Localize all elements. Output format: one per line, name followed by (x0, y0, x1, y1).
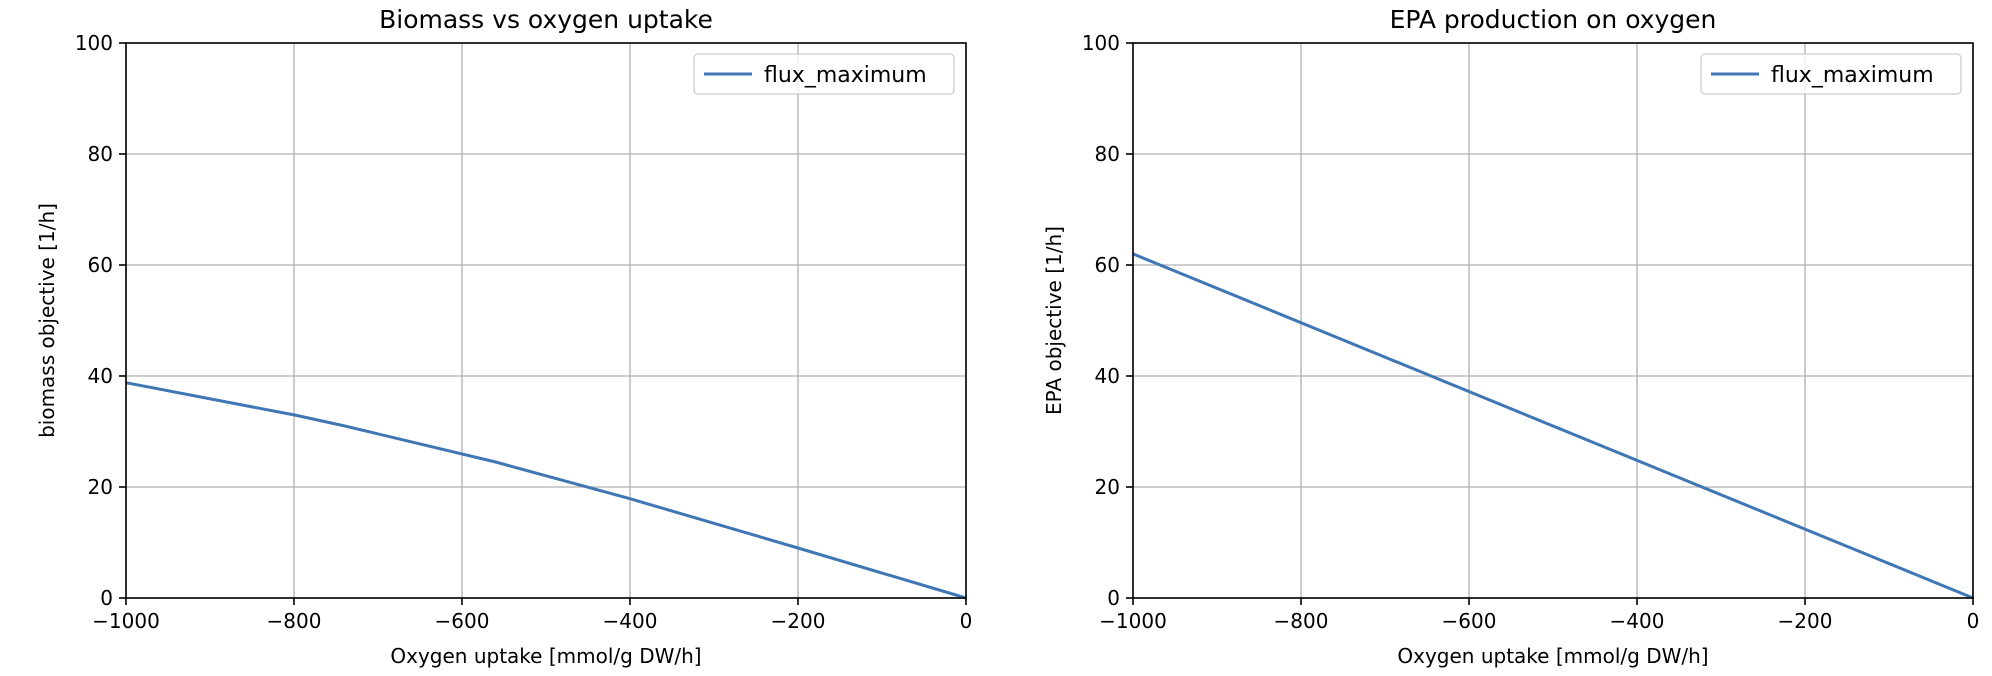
y-tick-label: 40 (88, 364, 113, 388)
x-tick-label: −600 (1442, 609, 1497, 633)
plot-frame (125, 42, 967, 599)
legend: flux_maximum (1700, 53, 1962, 95)
x-tick-label: −200 (1778, 609, 1833, 633)
chart-title: EPA production on oxygen (1390, 5, 1717, 34)
y-tick-label: 60 (1095, 253, 1120, 277)
y-tick-label: 100 (1082, 31, 1120, 55)
x-tick-label: −200 (771, 609, 826, 633)
legend-box (1700, 53, 1962, 95)
x-tick-label: −1000 (92, 609, 160, 633)
legend: flux_maximum (693, 53, 955, 95)
y-tick-label: 60 (88, 253, 113, 277)
plot-frame (1132, 42, 1974, 599)
y-tick-label: 40 (1095, 364, 1120, 388)
x-tick-label: 0 (960, 609, 973, 633)
x-tick-label: −800 (267, 609, 322, 633)
y-axis-label: EPA objective [1/h] (1042, 226, 1066, 415)
y-axis-label: biomass objective [1/h] (35, 203, 59, 438)
chart-title: Biomass vs oxygen uptake (379, 5, 713, 34)
series-line-flux_maximum (1132, 252, 1974, 600)
x-axis-label: Oxygen uptake [mmol/g DW/h] (1397, 644, 1708, 668)
x-tick-label: −400 (1610, 609, 1665, 633)
legend-label: flux_maximum (1771, 63, 1934, 88)
legend-box (693, 53, 955, 95)
chart-panel-1: −1000 −800 −600 −400 −200 0 0 20 40 60 80 100 Biomas… (35, 5, 972, 668)
y-tick-label: 20 (88, 475, 113, 499)
x-axis-label: Oxygen uptake [mmol/g DW/h] (390, 644, 701, 668)
y-tick-label: 0 (1107, 586, 1120, 610)
series-line-flux_maximum (125, 381, 967, 600)
x-tick-label: 0 (1967, 609, 1980, 633)
x-tick-label: −400 (603, 609, 658, 633)
chart-panel-2: −1000 −800 −600 −400 −200 0 0 20 40 60 80 100 EPA pr… (1042, 5, 1979, 668)
y-tick-label: 80 (1095, 142, 1120, 166)
y-tick-label: 0 (100, 586, 113, 610)
y-tick-label: 100 (75, 31, 113, 55)
x-tick-label: −600 (435, 609, 490, 633)
y-tick-label: 20 (1095, 475, 1120, 499)
y-tick-label: 80 (88, 142, 113, 166)
legend-label: flux_maximum (764, 63, 927, 88)
x-tick-label: −1000 (1099, 609, 1167, 633)
x-tick-label: −800 (1274, 609, 1329, 633)
